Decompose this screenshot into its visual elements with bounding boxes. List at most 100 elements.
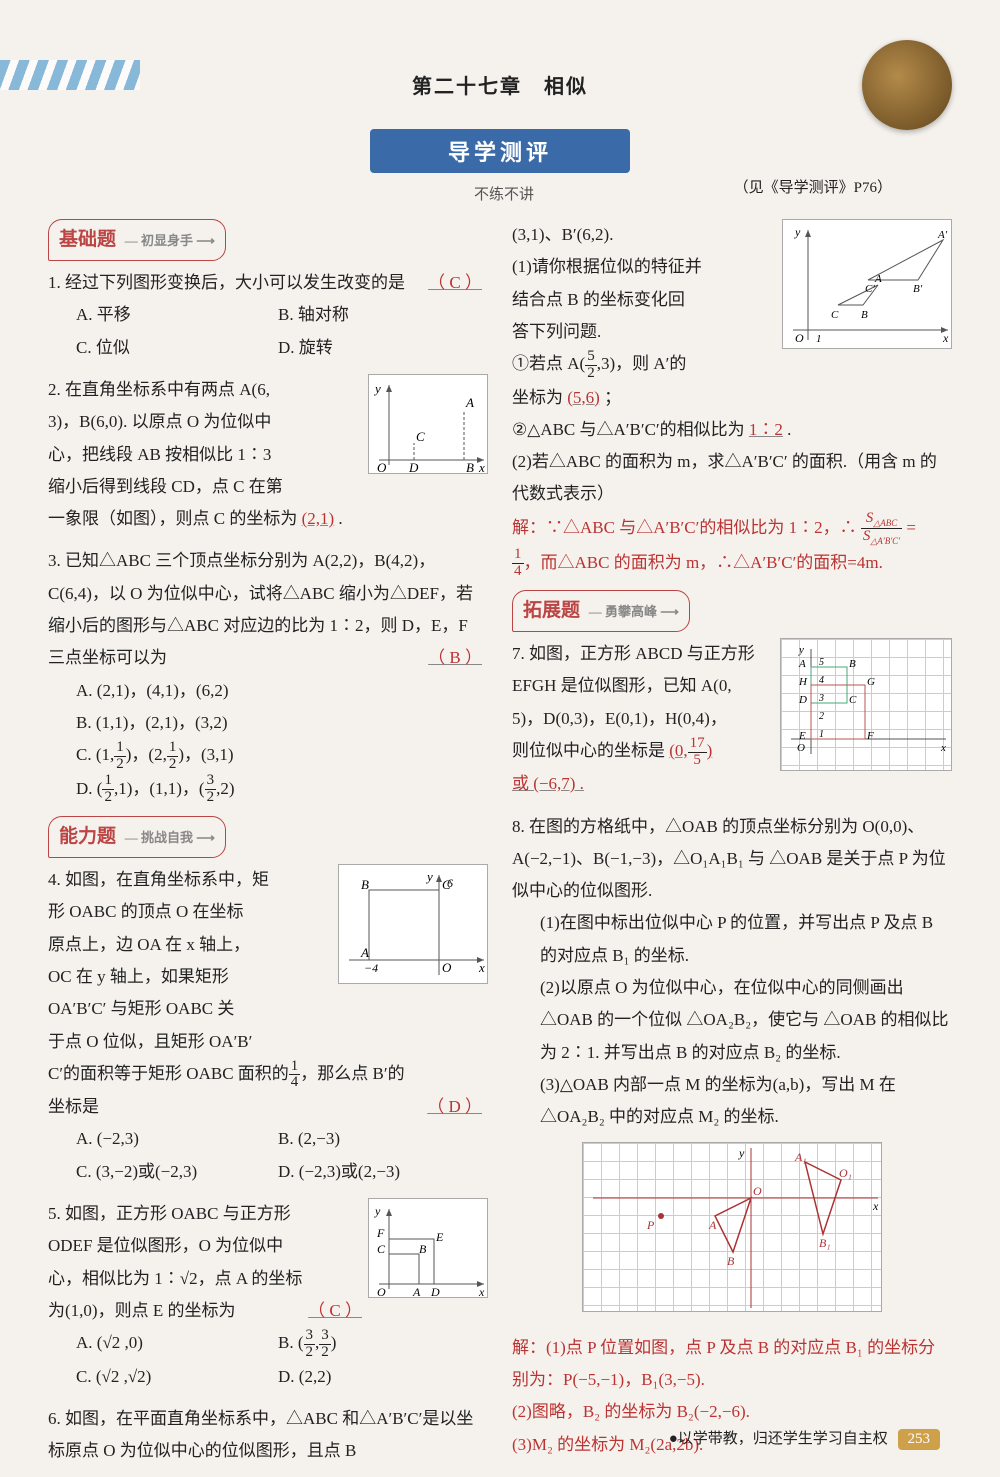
q8-p2: (2)以原点 O 为位似中心，在位似中心的同侧画出 △OAB 的一个位似 △OA…: [540, 972, 952, 1069]
question-7: AB DC HG EF O x y 54 32 1 7. 如图，正方形 ABCD…: [512, 638, 952, 801]
svg-text:1: 1: [816, 333, 822, 345]
corner-decoration: [862, 40, 952, 130]
q2-diagram: A B C D O x y: [368, 374, 488, 474]
svg-text:F: F: [866, 730, 874, 742]
q4-opt-d: D. (−2,3)或(2,−3): [278, 1162, 400, 1181]
q2-line1: 2. 在直角坐标系中有两点 A(6,: [48, 380, 270, 399]
svg-text:G: G: [867, 676, 875, 688]
q6-solution: 解：∵△ABC 与△A′B′C′的相似比为 1∶2，∴ S△ABCS△A′B′C…: [512, 511, 952, 580]
svg-text:O: O: [442, 960, 452, 975]
question-6-start: 6. 如图，在平面直角坐标系中，△ABC 和△A′B′C′是以坐标原点 O 为位…: [48, 1403, 488, 1468]
q4-l7a: C′的面积等于矩形 OABC 面积的: [48, 1064, 289, 1083]
q5-answer: （ C ）: [308, 1295, 362, 1327]
q6-p11a: ①若点 A(: [512, 354, 585, 373]
q6-cont: (3,1)、B′(6,2).: [512, 225, 613, 244]
q5-opt-a: A. (√2 ,0): [76, 1327, 274, 1359]
svg-text:y: y: [374, 1204, 381, 1218]
question-3: 3. 已知△ABC 三个顶点坐标分别为 A(2,2)，B(4,2)，C(6,4)…: [48, 545, 488, 805]
q4-l4: OC 在 y 轴上，如果矩形: [48, 967, 229, 986]
svg-text:x: x: [478, 1285, 485, 1298]
q7-l2: EFGH 是位似图形，已知 A(0,: [512, 676, 732, 695]
q1-answer: （ C ）: [428, 267, 482, 299]
svg-text:E: E: [435, 1230, 444, 1244]
svg-text:2: 2: [819, 711, 824, 722]
svg-text:O: O: [377, 1285, 386, 1298]
footer-tag: ●以学带教，归还学生学习自主权: [669, 1431, 888, 1447]
section-ability-sub: — 挑战自我 ⟶: [125, 830, 215, 845]
section-ability: 能力题 — 挑战自我 ⟶: [48, 816, 226, 858]
q6-p1a: (1)请你根据位似的特征并: [512, 257, 702, 276]
svg-text:5: 5: [819, 657, 824, 668]
q4-l8: 坐标是: [48, 1097, 99, 1116]
svg-text:O: O: [797, 742, 805, 754]
svg-text:C′: C′: [865, 283, 875, 295]
q4-opt-b: B. (2,−3): [278, 1129, 340, 1148]
svg-text:A: A: [798, 658, 806, 670]
svg-text:C: C: [416, 429, 425, 444]
svg-text:E: E: [798, 730, 806, 742]
q7-l4: 则位似中心的坐标是: [512, 741, 665, 760]
q5-l2: ODEF 是位似图形，O 为位似中: [48, 1236, 283, 1255]
q2-line3: 心，把线段 AB 按相似比 1∶3: [48, 445, 271, 464]
q6-p12-ans: 1∶2: [749, 420, 783, 439]
page-number: 253: [898, 1429, 941, 1450]
q3-opt-c: C. (1,12)，(2,12)，(3,1): [76, 739, 488, 772]
q6-p1b: 结合点 B 的坐标变化回: [512, 290, 685, 309]
svg-text:B: B: [861, 309, 868, 321]
header-stripe: [0, 60, 140, 90]
q8-diagram: P O A B O₁ A₁ B₁ x y: [582, 1142, 882, 1312]
svg-text:A: A: [874, 273, 882, 285]
q4-diagram: B C A O −4 6 x y: [338, 864, 488, 984]
q4-answer: （ D ）: [427, 1091, 482, 1123]
q8-stem: 8. 在图的方格纸中，△OAB 的顶点坐标分别为 O(0,0)、A(−2,−1)…: [512, 817, 946, 901]
q8-p3: (3)△OAB 内部一点 M 的坐标为(a,b)，写出 M 在△OA₂B₂ 中的…: [540, 1069, 952, 1134]
svg-text:y: y: [798, 644, 804, 656]
q4-l5: OA′B′C′ 与矩形 OABC 关: [48, 999, 234, 1018]
q6-p11-ans: (5,6): [567, 388, 600, 407]
svg-text:P: P: [646, 1218, 655, 1232]
q1-opt-d: D. 旋转: [278, 338, 333, 357]
q7-ans2: 或 (−6,7) .: [512, 774, 584, 793]
svg-text:O₁: O₁: [839, 1166, 852, 1180]
q4-opt-c: C. (3,−2)或(−2,3): [76, 1156, 274, 1188]
svg-text:C: C: [831, 309, 839, 321]
q2-line4: 缩小后得到线段 CD，点 C 在第: [48, 477, 283, 496]
svg-text:y: y: [373, 381, 381, 396]
q6-p1c: 答下列问题.: [512, 322, 601, 341]
section-basic: 基础题 — 初显身手 ⟶: [48, 219, 226, 261]
svg-text:x: x: [872, 1199, 879, 1213]
q4-l2: 形 OABC 的顶点 O 在坐标: [48, 902, 244, 921]
q5-diagram: B C F E A D O x y: [368, 1198, 488, 1298]
q8-sol1: 解：(1)点 P 位置如图，点 P 及点 B 的对应点 B₁ 的坐标分别为：P(…: [512, 1332, 952, 1397]
banner-subtitle: 不练不讲: [474, 183, 534, 204]
q4-l6: 于点 O 位似，且矩形 OA′B′: [48, 1032, 252, 1051]
q6-p12a: ②△ABC 与△A′B′C′的相似比为: [512, 420, 745, 439]
q6-stem: 6. 如图，在平面直角坐标系中，△ABC 和△A′B′C′是以坐标原点 O 为位…: [48, 1409, 473, 1460]
q5-opt-c: C. (√2 ,√2): [76, 1361, 274, 1393]
section-ability-title: 能力题: [59, 826, 116, 847]
q2-line5: 一象限（如图），则点 C 的坐标为: [48, 509, 297, 528]
q6-diagram: O 1 x y A C B A′ B′ C′: [782, 219, 952, 349]
q3-opt-d: D. (12,1)，(1,1)，(32,2): [76, 773, 488, 806]
q3-opt-b: B. (1,1)，(2,1)，(3,2): [76, 707, 488, 739]
svg-text:x: x: [478, 960, 485, 975]
svg-text:O: O: [377, 460, 387, 474]
svg-text:6: 6: [447, 876, 453, 890]
question-2: A B C D O x y 2. 在直角坐标系中有两点 A(6, 3)，B(6,…: [48, 374, 488, 535]
question-8: 8. 在图的方格纸中，△OAB 的顶点坐标分别为 O(0,0)、A(−2,−1)…: [512, 811, 952, 1461]
svg-text:x: x: [940, 742, 946, 754]
q4-opt-a: A. (−2,3): [76, 1123, 274, 1155]
svg-text:B: B: [466, 460, 474, 474]
svg-text:A′: A′: [937, 229, 948, 241]
chapter-title: 第二十七章 相似: [48, 70, 952, 99]
svg-text:x: x: [942, 331, 949, 345]
q7-diagram: AB DC HG EF O x y 54 32 1: [780, 638, 952, 771]
svg-text:A: A: [465, 395, 474, 410]
svg-text:A: A: [708, 1218, 717, 1232]
svg-text:C: C: [377, 1242, 386, 1256]
q4-l3: 原点上，边 OA 在 x 轴上，: [48, 935, 250, 954]
svg-text:−4: −4: [364, 961, 378, 975]
question-6-cont: O 1 x y A C B A′ B′ C′ (3,1)、B′(6,2). (1…: [512, 219, 952, 580]
svg-text:4: 4: [819, 675, 824, 686]
banner-title: 导学测评: [370, 129, 630, 173]
